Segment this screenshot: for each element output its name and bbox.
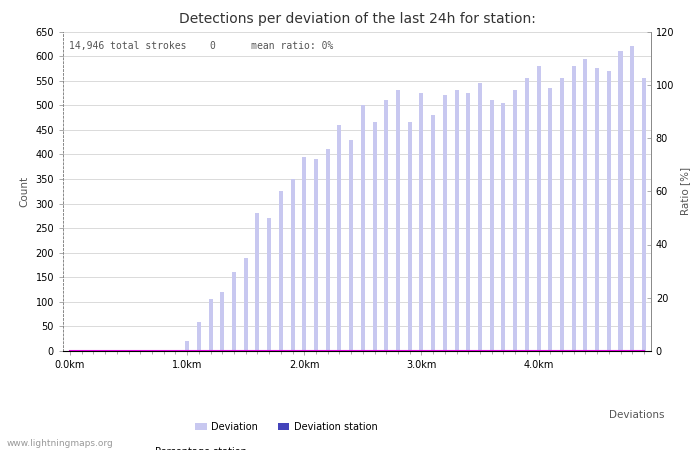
- Percentage station: [253, 348, 262, 354]
- Percentage station: [440, 348, 449, 354]
- Bar: [232, 272, 236, 351]
- Percentage station: [558, 348, 566, 354]
- Bar: [384, 100, 388, 351]
- Percentage station: [323, 348, 332, 354]
- Bar: [560, 78, 564, 351]
- Bar: [501, 103, 505, 351]
- Percentage station: [136, 348, 144, 354]
- Bar: [607, 71, 611, 351]
- Percentage station: [546, 348, 554, 354]
- Bar: [396, 90, 400, 351]
- Percentage station: [347, 348, 356, 354]
- Bar: [314, 159, 318, 351]
- Bar: [209, 299, 213, 351]
- Bar: [360, 105, 365, 351]
- Bar: [525, 78, 529, 351]
- Bar: [431, 115, 435, 351]
- Bar: [279, 191, 283, 351]
- Percentage station: [593, 348, 601, 354]
- Percentage station: [218, 348, 227, 354]
- Bar: [478, 83, 482, 351]
- Percentage station: [172, 348, 180, 354]
- Percentage station: [335, 348, 344, 354]
- Bar: [490, 100, 493, 351]
- Percentage station: [113, 348, 121, 354]
- Bar: [630, 46, 634, 351]
- Bar: [349, 140, 354, 351]
- Bar: [443, 95, 447, 351]
- Bar: [583, 58, 587, 351]
- Bar: [244, 257, 248, 351]
- Y-axis label: Ratio [%]: Ratio [%]: [680, 167, 690, 215]
- Percentage station: [640, 348, 648, 354]
- Bar: [548, 88, 552, 351]
- Percentage station: [429, 348, 438, 354]
- Percentage station: [417, 348, 426, 354]
- Text: Deviations: Deviations: [610, 410, 665, 419]
- Percentage station: [616, 348, 624, 354]
- Percentage station: [382, 348, 391, 354]
- Bar: [536, 66, 540, 351]
- Percentage station: [487, 348, 496, 354]
- Percentage station: [523, 348, 531, 354]
- Percentage station: [312, 348, 320, 354]
- Percentage station: [241, 348, 250, 354]
- Percentage station: [464, 348, 473, 354]
- Bar: [337, 125, 342, 351]
- Bar: [513, 90, 517, 351]
- Percentage station: [534, 348, 542, 354]
- Percentage station: [288, 348, 297, 354]
- Bar: [326, 149, 330, 351]
- Y-axis label: Count: Count: [20, 176, 30, 207]
- Percentage station: [511, 348, 519, 354]
- Percentage station: [183, 348, 191, 354]
- Percentage station: [605, 348, 613, 354]
- Bar: [407, 122, 412, 351]
- Percentage station: [405, 348, 414, 354]
- Percentage station: [394, 348, 402, 354]
- Bar: [197, 321, 201, 351]
- Percentage station: [160, 348, 168, 354]
- Title: Detections per deviation of the last 24h for station:: Detections per deviation of the last 24h…: [178, 12, 536, 26]
- Percentage station: [276, 348, 285, 354]
- Percentage station: [499, 348, 508, 354]
- Percentage station: [195, 348, 203, 354]
- Percentage station: [101, 348, 109, 354]
- Text: www.lightningmaps.org: www.lightningmaps.org: [7, 439, 113, 448]
- Bar: [619, 51, 622, 351]
- Bar: [466, 93, 470, 351]
- Percentage station: [476, 348, 484, 354]
- Percentage station: [148, 348, 156, 354]
- Percentage station: [265, 348, 274, 354]
- Percentage station: [452, 348, 461, 354]
- Legend: Percentage station: Percentage station: [134, 443, 251, 450]
- Percentage station: [300, 348, 309, 354]
- Percentage station: [570, 348, 578, 354]
- Percentage station: [206, 348, 215, 354]
- Bar: [372, 122, 377, 351]
- Bar: [256, 213, 260, 351]
- Percentage station: [78, 348, 86, 354]
- Percentage station: [230, 348, 238, 354]
- Bar: [419, 93, 424, 351]
- Percentage station: [125, 348, 133, 354]
- Bar: [267, 218, 271, 351]
- Bar: [220, 292, 224, 351]
- Bar: [185, 341, 189, 351]
- Bar: [595, 68, 599, 351]
- Percentage station: [581, 348, 589, 354]
- Percentage station: [370, 348, 379, 354]
- Percentage station: [358, 348, 367, 354]
- Bar: [572, 66, 575, 351]
- Percentage station: [90, 348, 98, 354]
- Bar: [642, 78, 646, 351]
- Bar: [302, 157, 307, 351]
- Bar: [454, 90, 458, 351]
- Percentage station: [66, 348, 74, 354]
- Percentage station: [628, 348, 636, 354]
- Bar: [290, 179, 295, 351]
- Text: 14,946 total strokes    0      mean ratio: 0%: 14,946 total strokes 0 mean ratio: 0%: [69, 41, 333, 51]
